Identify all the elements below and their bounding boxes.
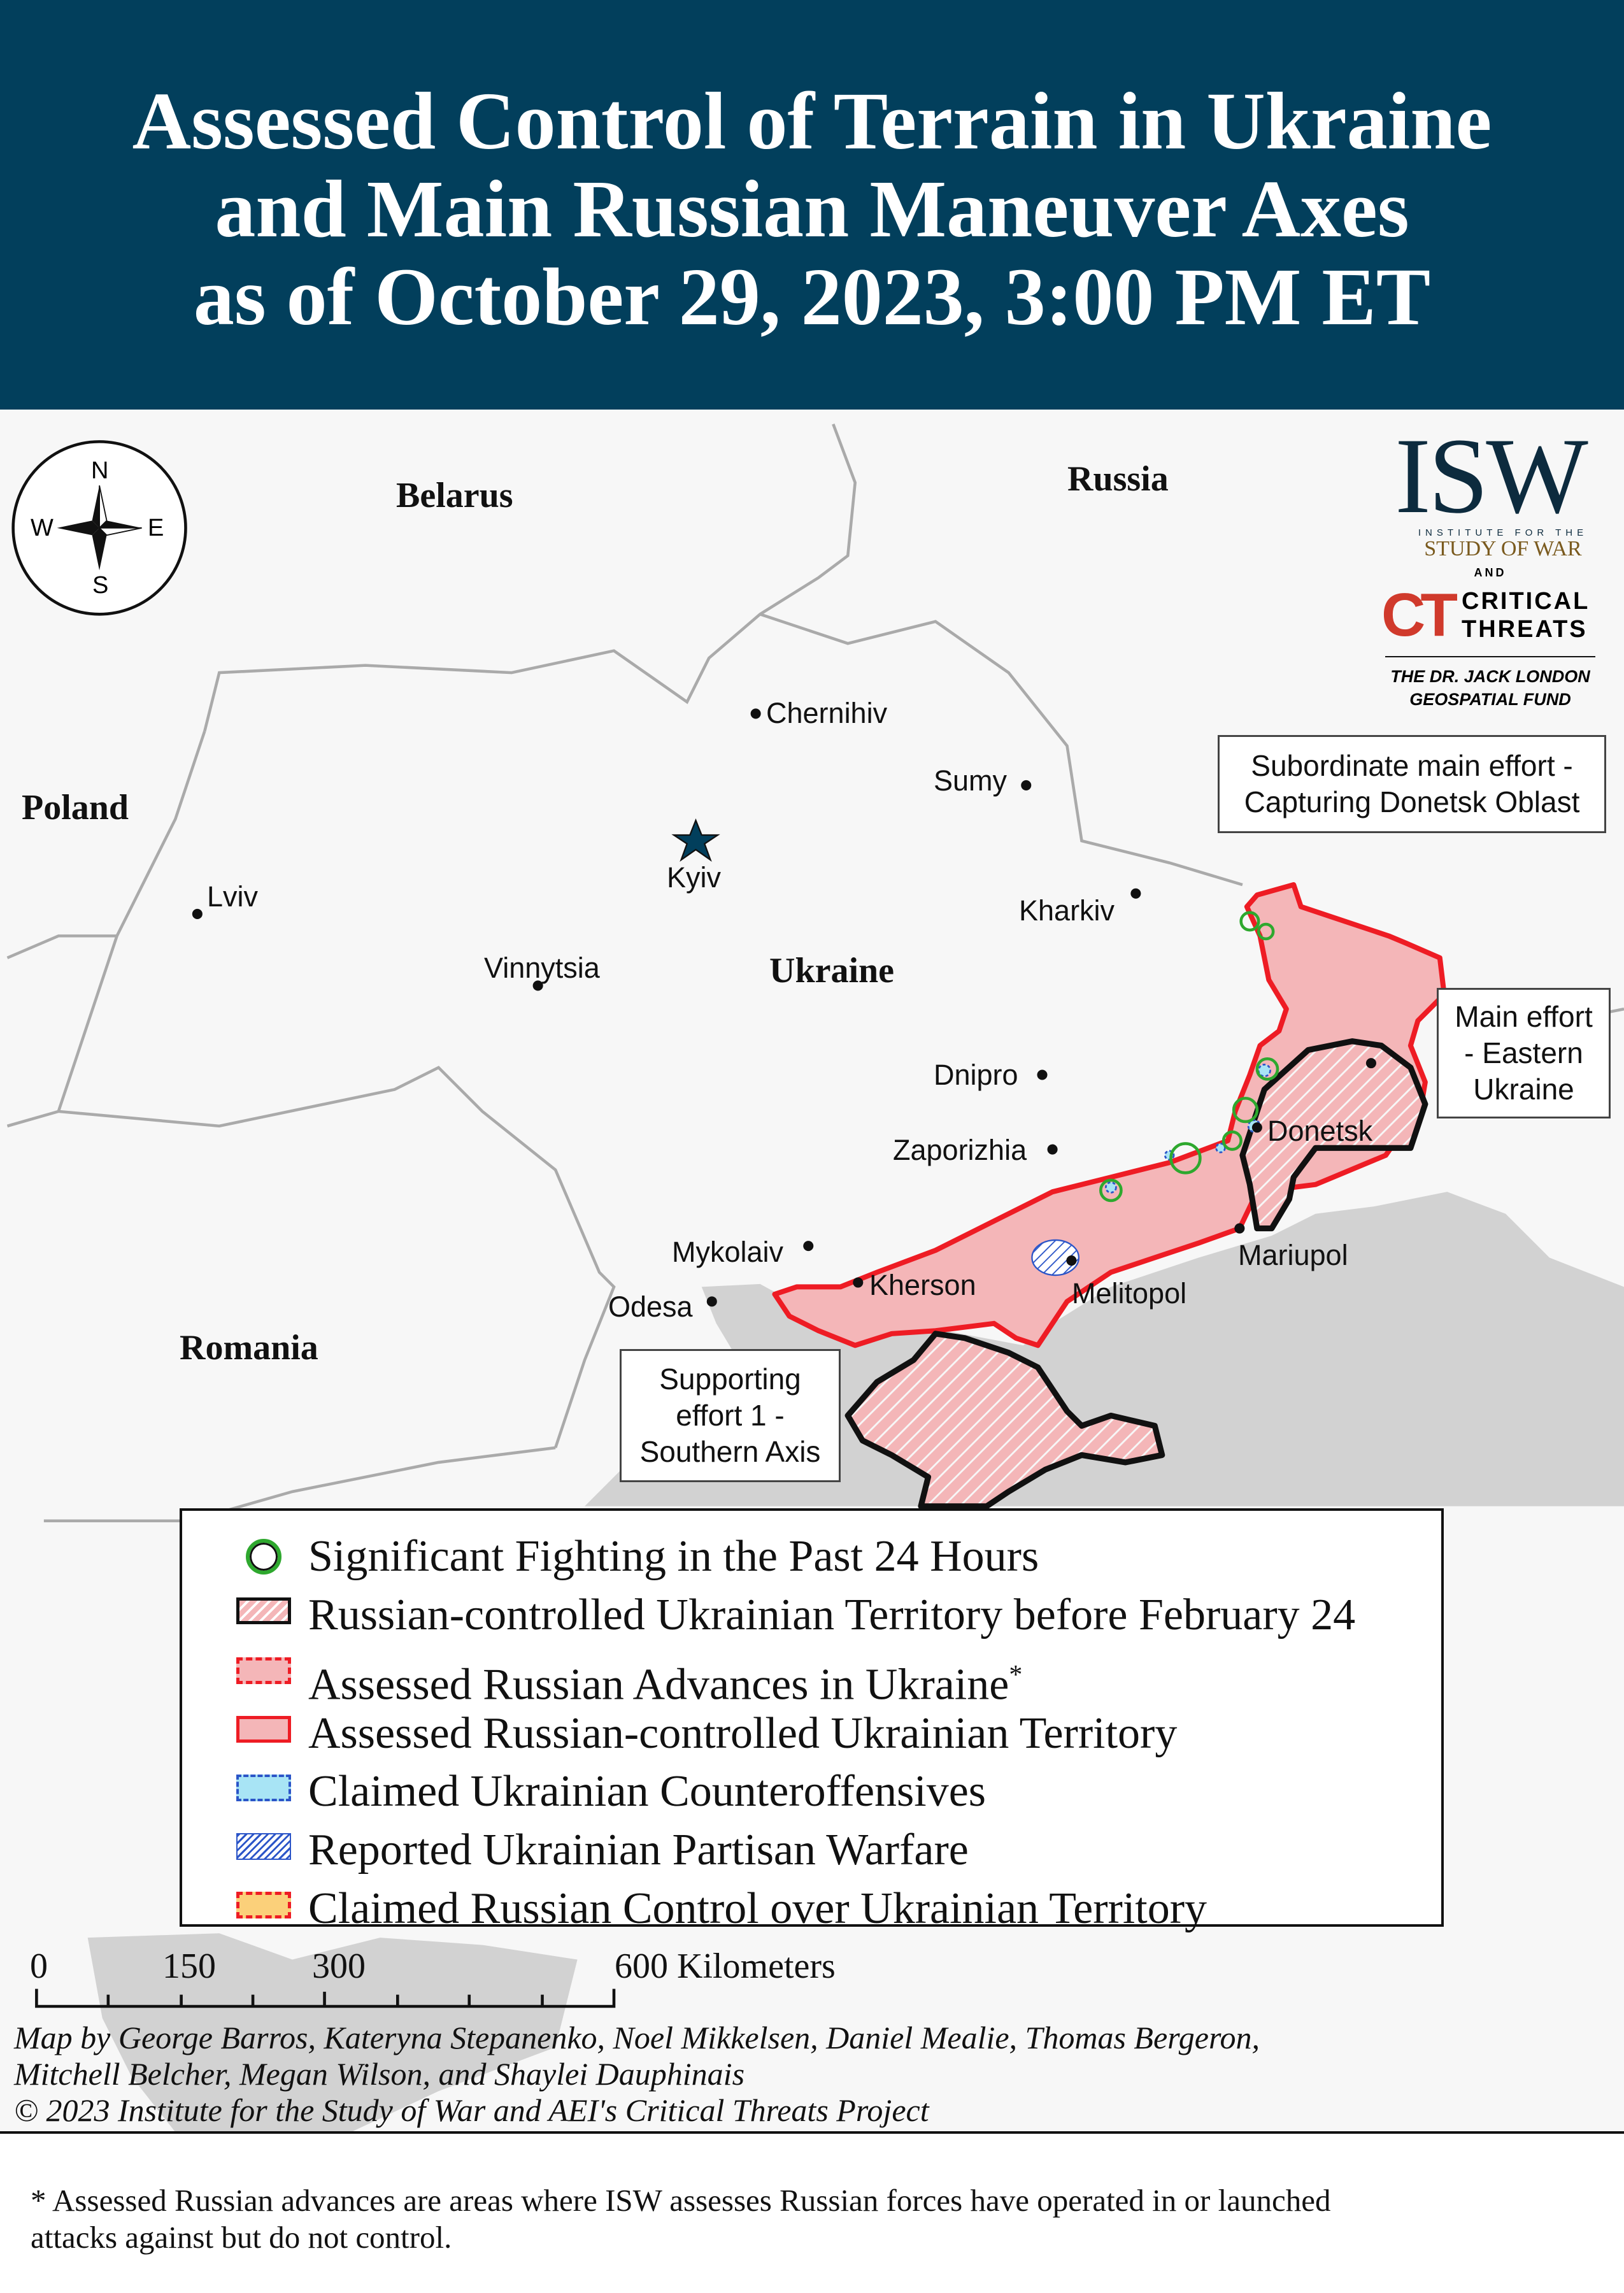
- city-label-kyiv: Kyiv: [667, 861, 722, 894]
- legend-asterisk: *: [1009, 1661, 1023, 1690]
- header: Assessed Control of Terrain in Ukraine a…: [0, 0, 1624, 410]
- country-label-poland: Poland: [22, 788, 129, 827]
- fund-line-1: THE DR. JACK LONDON: [1390, 667, 1590, 686]
- credit-line-3: © 2023 Institute for the Study of War an…: [14, 2092, 929, 2128]
- city-label-odesa: Odesa: [608, 1290, 693, 1323]
- ct-critical: CRITICAL: [1462, 588, 1590, 615]
- city-label-mariupol: Mariupol: [1238, 1239, 1348, 1271]
- legend-label: Claimed Russian Control over Ukrainian T…: [308, 1884, 1207, 1933]
- city-label-kherson: Kherson: [869, 1269, 976, 1301]
- compass-rose-icon: [11, 440, 187, 616]
- legend-label: Reported Ukrainian Partisan Warfare: [308, 1825, 969, 1875]
- callout-subordinate-main-effort: Subordinate main effort - Capturing Donet…: [1218, 735, 1606, 833]
- legend-icon-orange-dashed-red: [236, 1892, 291, 1918]
- country-label-russia: Russia: [1067, 459, 1169, 499]
- scale-label-600: 600 Kilometers: [615, 1947, 836, 1986]
- callout-line: Subordinate main effort -: [1251, 749, 1573, 782]
- footnote-line-2: attacks against but do not control.: [31, 2220, 452, 2255]
- scale-bar: [35, 1989, 616, 2008]
- isw-sub1: INSTITUTE FOR THE: [1418, 527, 1588, 538]
- scale-label-300: 300: [312, 1947, 366, 1986]
- callout-line: Ukraine: [1473, 1073, 1574, 1106]
- ct-logo-mark: CT: [1381, 581, 1458, 649]
- callout-supporting-effort: Supporting effort 1 - Southern Axis: [620, 1349, 841, 1482]
- legend-icon-pink-dashed-red: [236, 1657, 291, 1684]
- country-label-belarus: Belarus: [396, 476, 513, 515]
- fund-line-2: GEOSPATIAL FUND: [1409, 690, 1571, 709]
- legend-icon-green-ring: [246, 1539, 281, 1575]
- compass-e: E: [148, 515, 164, 541]
- callout-line: Capturing Donetsk Oblast: [1244, 785, 1580, 818]
- compass-w: W: [31, 515, 53, 541]
- country-label-ukraine: Ukraine: [769, 951, 894, 990]
- legend-icon-hatched-black-border: [236, 1597, 291, 1624]
- legend-icon-blue-dashed: [236, 1775, 291, 1801]
- city-label-zaporizhia: Zaporizhia: [893, 1134, 1027, 1166]
- crimea-pre-feb24-territory: [844, 1331, 1165, 1510]
- compass-n: N: [91, 457, 109, 484]
- legend-label: Claimed Ukrainian Counteroffensives: [308, 1767, 987, 1816]
- scale-label-150: 150: [162, 1947, 216, 1986]
- isw-ct-logo: ISW INSTITUTE FOR THE STUDY OF WAR AND C…: [1379, 416, 1602, 715]
- donetsk-pre-feb24-territory: [1239, 1038, 1428, 1232]
- callout-line: Southern Axis: [639, 1435, 821, 1468]
- callout-main-effort: Main effort - Eastern Ukraine: [1437, 988, 1611, 1118]
- legend-icon-pink-solid-red: [236, 1716, 291, 1743]
- ct-threats: THREATS: [1462, 616, 1588, 643]
- footnote: * Assessed Russian advances are areas wh…: [0, 2131, 1624, 2293]
- city-label-vinnytsia: Vinnytsia: [484, 952, 600, 984]
- partisan-warfare-area: [1031, 1239, 1080, 1276]
- footnote-line-1: * Assessed Russian advances are areas wh…: [31, 2183, 1331, 2218]
- callout-line: effort 1 -: [676, 1399, 785, 1432]
- sea-southwest: [87, 1933, 578, 2132]
- legend-label: Significant Fighting in the Past 24 Hour…: [308, 1532, 1039, 1581]
- legend-icon-blue-hatch: [236, 1833, 291, 1860]
- title-line-2: and Main Russian Maneuver Axes: [215, 164, 1409, 254]
- city-label-melitopol: Melitopol: [1072, 1277, 1187, 1310]
- credit-line-1: Map by George Barros, Kateryna Stepanenk…: [14, 2020, 1260, 2055]
- city-label-chernihiv: Chernihiv: [766, 697, 888, 729]
- legend: Significant Fighting in the Past 24 Hour…: [180, 1508, 1444, 1933]
- legend-label: Russian-controlled Ukrainian Territory b…: [308, 1590, 1356, 1639]
- callout-line: Main effort: [1455, 1000, 1593, 1033]
- legend-label: Assessed Russian Advances in Ukraine: [308, 1660, 1009, 1710]
- isw-sub2: STUDY OF WAR: [1424, 537, 1582, 561]
- callout-line: Supporting: [659, 1362, 801, 1396]
- city-label-sumy: Sumy: [934, 764, 1008, 797]
- city-label-dnipro: Dnipro: [934, 1059, 1018, 1091]
- city-label-kharkiv: Kharkiv: [1019, 894, 1115, 927]
- title-line-1: Assessed Control of Terrain in Ukraine: [132, 76, 1492, 166]
- title-line-3: as of October 29, 2023, 3:00 PM ET: [193, 252, 1431, 342]
- city-label-lviv: Lviv: [207, 880, 259, 913]
- country-label-romania: Romania: [180, 1328, 318, 1368]
- city-label-donetsk: Donetsk: [1267, 1115, 1373, 1147]
- kyiv-capital-star-icon: [671, 818, 720, 862]
- logo-and: AND: [1474, 566, 1507, 579]
- scale-label-0: 0: [30, 1947, 48, 1986]
- city-label-mykolaiv: Mykolaiv: [672, 1236, 784, 1268]
- legend-label: Assessed Russian-controlled Ukrainian Te…: [308, 1709, 1178, 1758]
- compass-s: S: [92, 572, 109, 599]
- city-dots: [192, 708, 1376, 1307]
- significant-fighting-markers: [1099, 911, 1279, 1203]
- callout-line: - Eastern: [1464, 1036, 1583, 1069]
- isw-logo-text: ISW: [1395, 416, 1588, 536]
- black-sea: [585, 1192, 1624, 1506]
- credit-line-2: Mitchell Belcher, Megan Wilson, and Shay…: [14, 2056, 745, 2092]
